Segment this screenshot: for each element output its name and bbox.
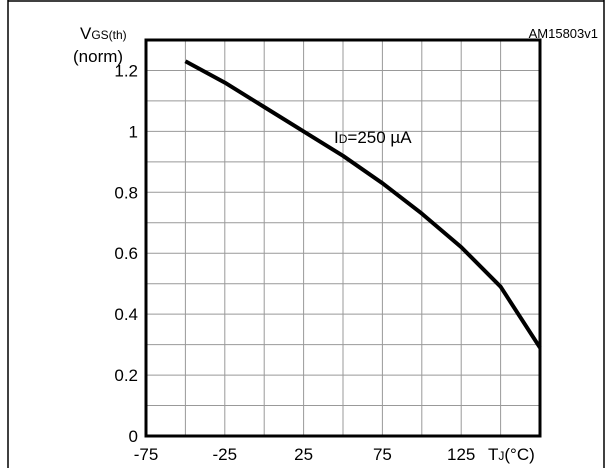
x-tick-label: 25 [294,445,313,464]
series-group [184,59,542,349]
y-tick-label: 1 [129,122,138,141]
y-tick-label: 0 [129,427,138,446]
x-tick-label: -25 [213,445,238,464]
x-tick-label: 125 [447,445,475,464]
x-tick-label: -75 [134,445,159,464]
y-axis-label: VGS(th) [80,24,127,43]
series-line [184,59,542,349]
current-annotation: ID=250 µA [334,128,412,147]
y-tick-label: 0.4 [114,305,138,324]
annotation-value: =250 µA [347,128,412,147]
y-tick-label: 1.2 [114,61,138,80]
x-tick-label: 75 [373,445,392,464]
annotation-main: I [334,128,339,147]
y-tick-label: 0.2 [114,366,138,385]
x-axis-label-subscript: J [498,449,504,463]
x-axis-label-unit: (°C) [504,445,534,464]
y-axis-label-main: V [80,24,92,43]
figure-id: AM15803v1 [529,26,598,41]
y-tick-label: 0.6 [114,244,138,263]
y-axis-unit: (norm) [73,47,123,66]
tick-labels: 0 0.2 0.4 0.6 0.8 1 1.2 -75 -25 25 75 125 [114,61,475,464]
grid [146,40,540,436]
y-tick-label: 0.8 [114,183,138,202]
x-axis-label: TJ(°C) [488,445,535,464]
plot-frame [144,38,542,438]
x-axis-label-main: T [488,445,498,464]
axes [144,38,542,438]
annotation-subscript: D [339,132,348,146]
y-axis-label-subscript: GS(th) [91,28,126,42]
